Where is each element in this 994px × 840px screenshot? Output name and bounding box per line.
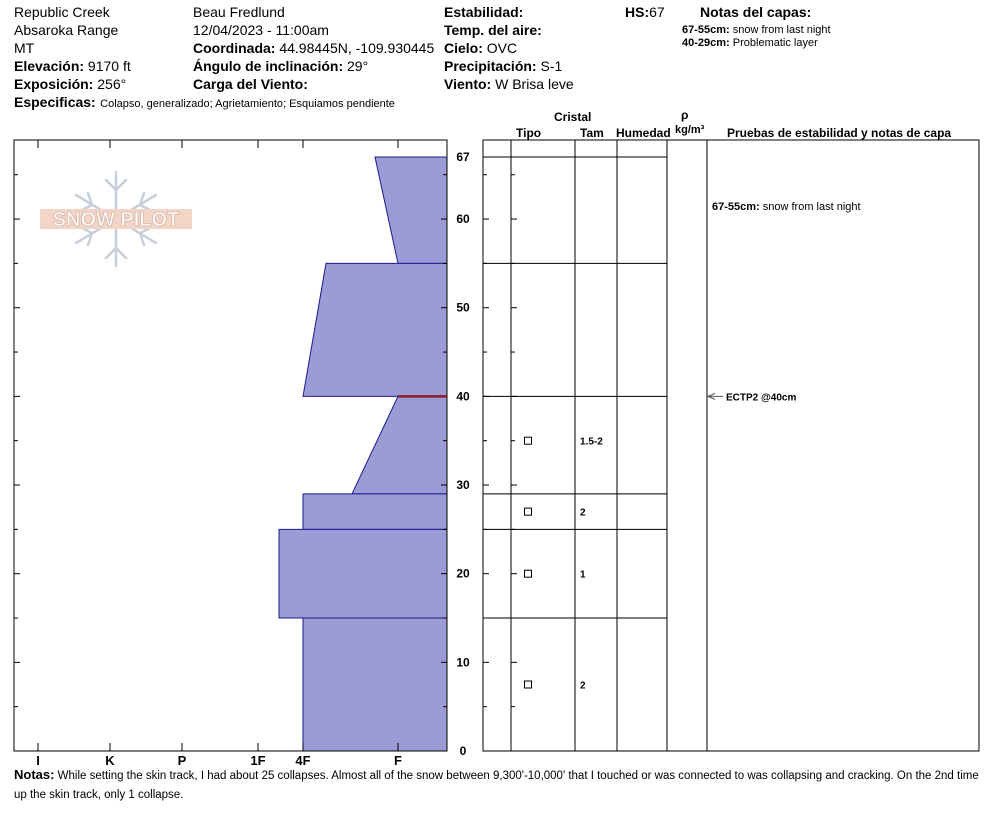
- hardness-layer: [302, 493, 448, 530]
- elevation-value: 9170 ft: [87, 58, 131, 74]
- slope-angle-label: Ángulo de inclinación:: [193, 58, 344, 74]
- y-tick-label: 30: [456, 478, 470, 492]
- hardness-layer: [374, 156, 448, 264]
- hardness-layer: [302, 617, 448, 752]
- crystal-type-marker: [524, 680, 532, 689]
- crystal-type-marker: [524, 436, 532, 445]
- y-tick-label: 10: [456, 655, 470, 669]
- specifics-label: Especificas:: [14, 94, 96, 110]
- snowpilot-logo: SNOW PILOT: [40, 170, 192, 268]
- x-tick-label: I: [36, 753, 40, 768]
- crystal-size: 1.5-2: [580, 437, 603, 448]
- observation-datetime: 12/04/2023 - 11:00am: [193, 22, 329, 38]
- wind: Viento: W Brisa leve: [444, 76, 574, 93]
- wind-loading-label: Carga del Viento:: [193, 76, 308, 92]
- size-header: Tam: [580, 126, 604, 140]
- air-temp: Temp. del aire:: [444, 22, 542, 39]
- mountain-range: Absaroka Range: [14, 22, 119, 38]
- crystal-type-marker: [524, 507, 532, 516]
- precipitation: Precipitación: S-1: [444, 58, 562, 75]
- layer-note: 40-29cm: Problematic layer: [682, 37, 818, 50]
- layer-comment: 67-55cm: snow from last night: [712, 201, 861, 213]
- specifics: Especificas: Colapso, generalizado; Agri…: [14, 94, 395, 112]
- stability-tests-header: Pruebas de estabilidad y notas de capa: [727, 126, 952, 140]
- sky: Cielo: OVC: [444, 40, 518, 57]
- crystal-header: Cristal: [554, 110, 592, 124]
- y-tick-label: 0: [460, 744, 467, 758]
- notes-label: Notas:: [14, 767, 55, 782]
- layer-note-text: Problematic layer: [732, 37, 818, 49]
- specifics-value: Colapso, generalizado; Agrietamiento; Es…: [100, 98, 395, 110]
- y-tick-label: 67: [456, 150, 470, 164]
- hardness-layer: [351, 395, 448, 495]
- wind-value: W Brisa leve: [495, 76, 574, 92]
- snow-height: HS:67: [625, 4, 665, 21]
- x-tick-label: F: [394, 753, 402, 768]
- snow-height-label: HS:: [625, 4, 650, 20]
- y-tick-label: 20: [456, 567, 470, 581]
- layer-note-range: 40-29cm:: [682, 37, 730, 49]
- notes: Notas: While setting the skin track, I h…: [14, 765, 980, 805]
- density-unit-header: kg/m³: [675, 124, 705, 136]
- snow-height-value: 67: [649, 4, 665, 20]
- coordinates-label: Coordinada:: [193, 40, 276, 56]
- state: MT: [14, 40, 35, 56]
- stability-label: Estabilidad:: [444, 4, 524, 20]
- chart-marks: 1.5-2 2 1 2 67-55cm: snow from last night ECT…: [398, 201, 861, 692]
- crystal-size: 1: [580, 570, 586, 581]
- stability: Estabilidad:: [444, 4, 523, 21]
- hardness-profile: [278, 156, 448, 752]
- stability-test-label: ECTP2 @40cm: [726, 392, 796, 403]
- hardness-layer: [302, 262, 448, 397]
- chart-frames: I K P 1F 4F F 0 10 20 30 40 50 60 67: [13, 139, 980, 768]
- aspect-value: 256°: [97, 76, 127, 92]
- sky-value: OVC: [486, 40, 518, 56]
- y-tick-label: 60: [456, 212, 470, 226]
- precipitation-value: S-1: [540, 58, 563, 74]
- aspect: Exposición: 256°: [14, 76, 126, 93]
- observer-name: Beau Fredlund: [193, 4, 285, 20]
- notes-text: While setting the skin track, I had abou…: [14, 770, 979, 801]
- aspect-label: Exposición:: [14, 76, 94, 92]
- density-rho-header: ρ: [681, 108, 689, 122]
- slope-angle: Ángulo de inclinación: 29°: [193, 58, 368, 75]
- x-tick-label: P: [178, 753, 187, 768]
- y-tick-label: 40: [456, 389, 470, 403]
- slope-angle-value: 29°: [347, 58, 369, 74]
- layer-table-frame: [482, 139, 980, 752]
- x-tick-label: 4F: [295, 753, 310, 768]
- sky-label: Cielo:: [444, 40, 483, 56]
- precipitation-label: Precipitación:: [444, 58, 537, 74]
- coordinates-value: 44.98445N, -109.930445: [279, 40, 435, 56]
- x-tick-label: K: [105, 753, 115, 768]
- layer-note-text: snow from last night: [732, 24, 831, 36]
- hardness-layer: [278, 528, 448, 619]
- coordinates: Coordinada: 44.98445N, -109.930445: [193, 40, 434, 57]
- elevation: Elevación: 9170 ft: [14, 58, 131, 75]
- x-tick-label: 1F: [250, 753, 265, 768]
- crystal-size: 2: [580, 681, 586, 692]
- logo-text: SNOW PILOT: [53, 209, 180, 231]
- location-name: Republic Creek: [14, 4, 110, 20]
- crystal-type-marker: [524, 569, 532, 578]
- y-tick-label: 50: [456, 301, 470, 315]
- layer-note-range: 67-55cm:: [682, 24, 730, 36]
- crystal-size: 2: [580, 508, 586, 519]
- stability-test-arrowhead: [706, 392, 716, 400]
- moisture-header: Humedad: [616, 126, 671, 140]
- wind-loading: Carga del Viento:: [193, 76, 308, 93]
- hardness-frame: [13, 139, 448, 752]
- elevation-label: Elevación:: [14, 58, 85, 74]
- layer-note: 67-55cm: snow from last night: [682, 24, 831, 37]
- wind-label: Viento:: [444, 76, 492, 92]
- air-temp-label: Temp. del aire:: [444, 22, 542, 38]
- type-header: Tipo: [516, 126, 542, 140]
- layer-notes-title: Notas del capas:: [700, 4, 812, 20]
